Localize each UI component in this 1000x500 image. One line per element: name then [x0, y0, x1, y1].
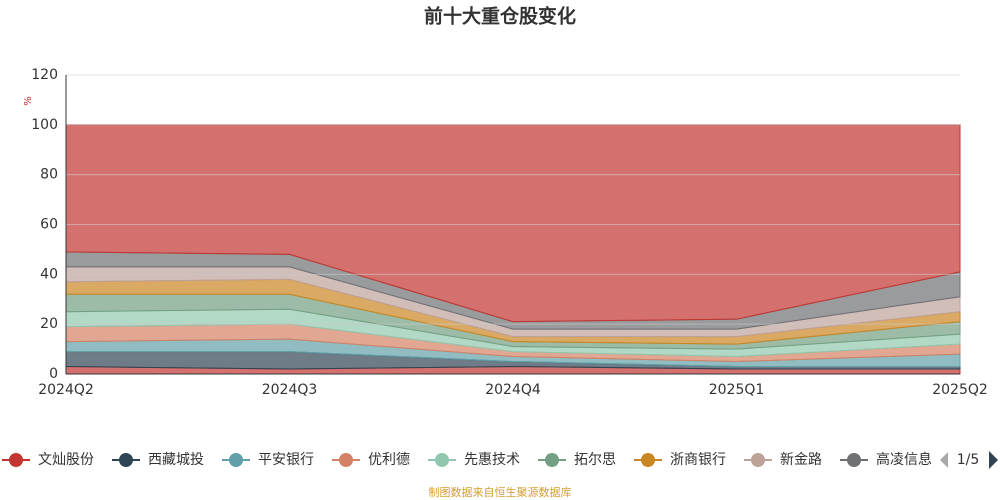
legend-prev[interactable]: [940, 452, 948, 468]
legend-label[interactable]: 西藏城投: [148, 452, 204, 468]
y-tick-label: 60: [40, 217, 58, 233]
y-tick-label: 0: [49, 366, 58, 382]
chart-title: 前十大重仓股变化: [424, 5, 576, 28]
x-tick-label: 2025Q1: [709, 382, 765, 398]
x-tick-label: 2024Q2: [38, 382, 94, 398]
x-tick-label: 2024Q4: [485, 382, 541, 398]
legend-marker: [751, 453, 765, 467]
legend-marker: [435, 453, 449, 467]
legend-page: 1/5: [957, 452, 980, 468]
legend-next[interactable]: [989, 451, 998, 469]
footer: 制图数据来自恒生聚源数据库: [429, 485, 572, 499]
legend-label[interactable]: 高凌信息: [876, 451, 932, 468]
legend-marker: [641, 453, 655, 467]
legend-marker: [9, 453, 23, 467]
y-tick-label: 80: [40, 167, 58, 183]
legend-marker: [229, 453, 243, 467]
legend-marker: [545, 453, 559, 467]
x-tick-label: 2025Q2: [932, 382, 988, 398]
y-tick-label: 40: [40, 266, 58, 282]
legend-label[interactable]: 浙商银行: [670, 452, 726, 468]
x-tick-label: 2024Q3: [262, 382, 318, 398]
legend-label[interactable]: 优利德: [368, 452, 410, 468]
legend-label[interactable]: 新金路: [780, 452, 822, 468]
legend-label[interactable]: 平安银行: [258, 452, 314, 468]
legend-label[interactable]: 文灿股份: [38, 452, 94, 468]
y-unit: %: [23, 96, 34, 106]
y-tick-label: 100: [31, 117, 58, 133]
y-tick-label: 120: [31, 67, 58, 83]
legend-label[interactable]: 拓尔思: [574, 452, 616, 468]
y-tick-label: 20: [40, 316, 58, 332]
legend-marker: [847, 453, 861, 467]
legend-marker: [119, 453, 133, 467]
legend-label[interactable]: 先惠技术: [464, 452, 520, 468]
legend-marker: [339, 453, 353, 467]
